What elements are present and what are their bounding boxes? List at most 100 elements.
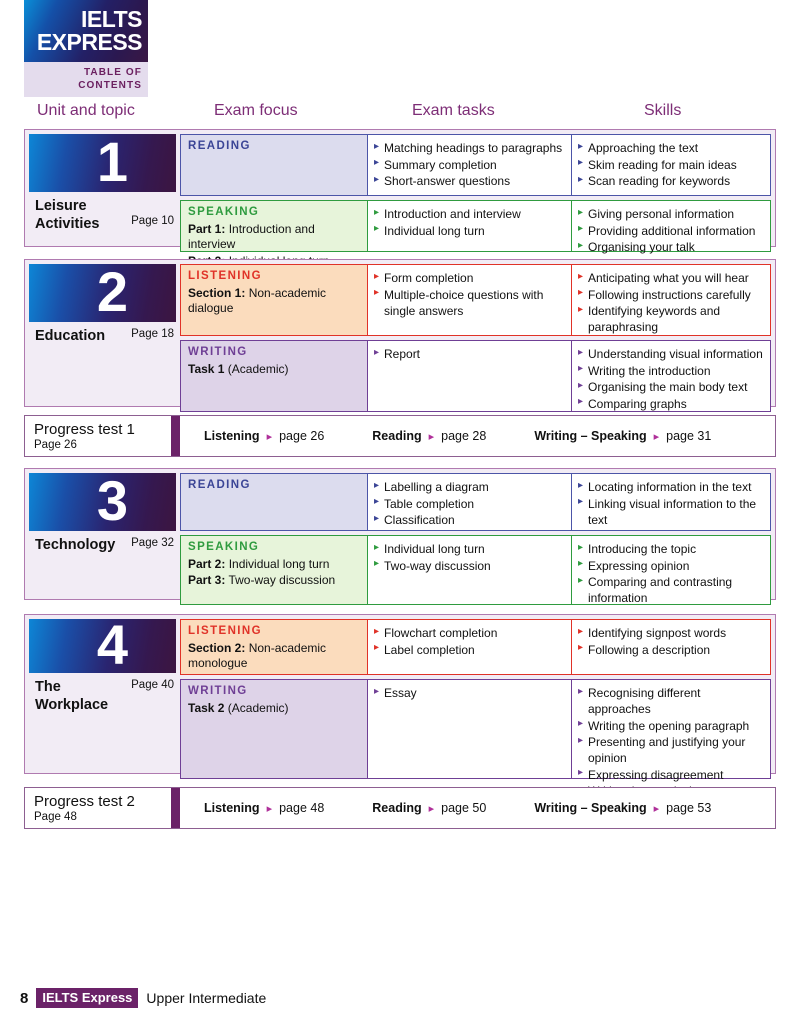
arrow-right-icon: ▸ xyxy=(653,430,660,443)
skill-item: Identifying signpost words xyxy=(578,624,765,641)
section-writing: WRITING Task 1 (Academic) Report Understand… xyxy=(180,340,771,412)
skill-item: Comparing graphs xyxy=(578,395,765,412)
exam-focus-cell: LISTENING Section 1: Non-academic dialogu… xyxy=(181,265,368,335)
unit-sections-column: LISTENING Section 2: Non-academic monolog… xyxy=(180,619,771,798)
progress-test-page: Page 48 xyxy=(34,811,77,824)
exam-task-item: Labelling a diagram xyxy=(374,478,566,495)
exam-task-item: Individual long turn xyxy=(374,222,566,239)
progress-test-link-page: page 28 xyxy=(441,429,487,443)
progress-test-link[interactable]: Writing – Speaking ▸ page 53 xyxy=(534,801,759,815)
unit-info-column: 3 Page 32 Technology xyxy=(29,473,176,595)
section-speaking: SPEAKING Part 2: Individual long turn Part… xyxy=(180,535,771,605)
unit-sections-column: READING Matching headings to paragraphsSu… xyxy=(180,134,771,268)
unit-number: 1 xyxy=(96,130,128,193)
progress-test-link[interactable]: Listening ▸ page 48 xyxy=(204,801,372,815)
arrow-right-icon: ▸ xyxy=(266,802,273,815)
exam-task-item: Short-answer questions xyxy=(374,173,566,189)
section-reading: READING Labelling a diagramTable completi… xyxy=(180,473,771,531)
skill-item: Expressing disagreement xyxy=(578,766,765,783)
skill-item: Providing additional information xyxy=(578,222,765,239)
section-title: WRITING xyxy=(188,346,248,358)
column-header-skills: Skills xyxy=(644,102,682,119)
arrow-right-icon: ▸ xyxy=(266,430,273,443)
exam-task-item: Introduction and interview xyxy=(374,205,566,222)
section-title: SPEAKING xyxy=(188,541,260,553)
progress-test-info: Progress test 2 Page 48 xyxy=(25,788,171,828)
progress-test-links: Listening ▸ page 48 Reading ▸ page 50 Writing … xyxy=(180,788,775,828)
exam-tasks-cell: Introduction and interviewIndividual lon… xyxy=(368,201,572,251)
skill-item: Comparing and contrasting information xyxy=(578,574,765,606)
skill-item: Anticipating what you will hear xyxy=(578,269,765,286)
arrow-right-icon: ▸ xyxy=(428,430,435,443)
unit-topic: Page 18 Education xyxy=(35,328,174,344)
exam-tasks-cell: Form completionMultiple-choice questions… xyxy=(368,265,572,335)
exam-focus-cell: WRITING Task 2 (Academic) xyxy=(181,680,368,778)
progress-test-link[interactable]: Reading ▸ page 50 xyxy=(372,801,534,815)
logo-line-ielts: IELTS xyxy=(81,6,142,32)
progress-test-link-label: Writing – Speaking xyxy=(534,801,647,815)
skill-item: Presenting and justifying your opinion xyxy=(578,734,765,766)
unit-info-column: 4 Page 40 The Workplace xyxy=(29,617,176,769)
exam-task-item: Multiple-choice questions with single an… xyxy=(374,286,566,319)
progress-test-link[interactable]: Reading ▸ page 28 xyxy=(372,429,534,443)
section-reading: READING Matching headings to paragraphsSu… xyxy=(180,134,771,196)
skill-item: Writing the opening paragraph xyxy=(578,717,765,734)
footer-level: Upper Intermediate xyxy=(146,990,267,1006)
skill-item: Introducing the topic xyxy=(578,540,765,557)
skill-item: Organising the main body text xyxy=(578,379,765,395)
skill-item: Expressing opinion xyxy=(578,557,765,574)
progress-test-link-label: Listening xyxy=(204,429,260,443)
progress-test-page: Page 26 xyxy=(34,439,77,452)
page-footer: 8 IELTS Express Upper Intermediate xyxy=(20,988,266,1008)
skill-item: Understanding visual information xyxy=(578,345,765,362)
logo-subtitle-line1: TABLE OF xyxy=(83,67,142,78)
progress-test-link-label: Listening xyxy=(204,801,260,815)
section-subtitle: Section 2: Non-academic monologue xyxy=(188,640,327,671)
skills-cell: Introducing the topicExpressing opinionC… xyxy=(572,536,770,606)
progress-test-link[interactable]: Listening ▸ page 26 xyxy=(204,429,372,443)
skills-cell: Giving personal informationProviding add… xyxy=(572,201,770,254)
section-writing: WRITING Task 2 (Academic) Essay Recognising… xyxy=(180,679,771,798)
unit-info-column: 2 Page 18 Education xyxy=(29,264,176,402)
progress-test-link-page: page 53 xyxy=(666,801,712,815)
logo-subtitle-panel: TABLE OF CONTENTS xyxy=(24,62,148,97)
unit-row-2[interactable]: 2 Page 18 Education LISTENING Section 1: Non… xyxy=(24,259,776,412)
skills-cell: Identifying signpost wordsFollowing a de… xyxy=(572,620,770,674)
exam-focus-cell: SPEAKING Part 2: Individual long turn Part… xyxy=(181,536,368,604)
section-title: READING xyxy=(188,479,251,491)
progress-test-link[interactable]: Writing – Speaking ▸ page 31 xyxy=(534,429,759,443)
section-title: READING xyxy=(188,140,251,152)
skills-cell: Locating information in the textLinking … xyxy=(572,474,770,530)
column-header-unit: Unit and topic xyxy=(37,102,135,119)
skills-cell: Understanding visual informationWriting … xyxy=(572,341,770,411)
exam-focus-cell: WRITING Task 1 (Academic) xyxy=(181,341,368,411)
footer-page-number: 8 xyxy=(20,989,29,1007)
unit-number: 2 xyxy=(96,260,128,323)
unit-topic: Page 40 The Workplace xyxy=(35,679,174,714)
progress-test-divider xyxy=(171,416,180,456)
progress-test-link-label: Reading xyxy=(372,801,422,815)
skill-item: Recognising different approaches xyxy=(578,684,765,717)
arrow-right-icon: ▸ xyxy=(653,802,660,815)
footer-brand-badge: IELTS Express xyxy=(36,988,139,1008)
progress-test-row-2[interactable]: Progress test 2 Page 48 Listening ▸ page 48 R… xyxy=(24,787,776,829)
exam-focus-cell: READING xyxy=(181,474,368,530)
exam-task-item: Classification xyxy=(374,512,566,528)
column-header-tasks: Exam tasks xyxy=(412,102,495,119)
ielts-express-logo: IELTS EXPRESS TABLE OF CONTENTS xyxy=(24,0,148,97)
section-subtitle: Task 2 (Academic) xyxy=(188,700,289,715)
section-listening: LISTENING Section 2: Non-academic monolog… xyxy=(180,619,771,675)
exam-focus-cell: READING xyxy=(181,135,368,195)
progress-test-link-label: Reading xyxy=(372,429,422,443)
skills-cell: Approaching the textSkim reading for mai… xyxy=(572,135,770,195)
unit-number-tile: 4 xyxy=(29,617,176,673)
progress-test-row-1[interactable]: Progress test 1 Page 26 Listening ▸ page 26 R… xyxy=(24,415,776,457)
skill-item: Organising your talk xyxy=(578,239,765,255)
exam-task-item: Summary completion xyxy=(374,156,566,173)
unit-row-4[interactable]: 4 Page 40 The Workplace LISTENING Section 2:… xyxy=(24,614,776,798)
exam-task-item: Individual long turn xyxy=(374,540,566,557)
skill-item: Following a description xyxy=(578,641,765,658)
exam-focus-cell: SPEAKING Part 1: Introduction and intervi… xyxy=(181,201,368,268)
